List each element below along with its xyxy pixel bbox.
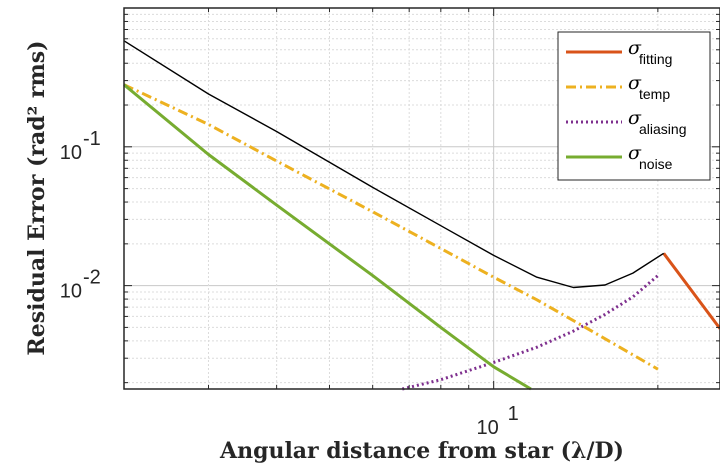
legend-label-noise: σ (628, 142, 642, 164)
y-tick-label: 10 (60, 142, 82, 164)
axes (123, 7, 720, 390)
legend-label-sub-noise: noise (639, 156, 673, 172)
y-axis-label: Residual Error (rad² rms) (24, 40, 50, 355)
legend-label-fitting: σ (628, 37, 642, 59)
legend-label-sub-aliasing: aliasing (639, 121, 686, 137)
series-line-fitting (662, 252, 720, 330)
axes-box (123, 7, 720, 390)
x-axis-label: Angular distance from star (λ/D) (219, 438, 624, 464)
x-tick-label: 10 (477, 417, 499, 439)
y-tick-label-exponent: -1 (83, 128, 101, 150)
legend-box (557, 31, 711, 181)
legend-label-sub-fitting: fitting (639, 51, 672, 67)
legend-label-sub-temp: temp (639, 86, 670, 102)
series-line-total (123, 40, 665, 289)
series-line-aliasing (401, 274, 659, 391)
series-layer (123, 40, 720, 391)
y-tick-label-exponent: -2 (83, 267, 101, 289)
legend-label-aliasing: σ (628, 107, 642, 129)
y-tick-label: 10 (60, 281, 82, 303)
series-line-noise (123, 83, 532, 391)
legend-label-temp: σ (628, 72, 642, 94)
x-tick-label-exponent: 1 (508, 403, 519, 425)
series-line-temp (123, 83, 659, 371)
